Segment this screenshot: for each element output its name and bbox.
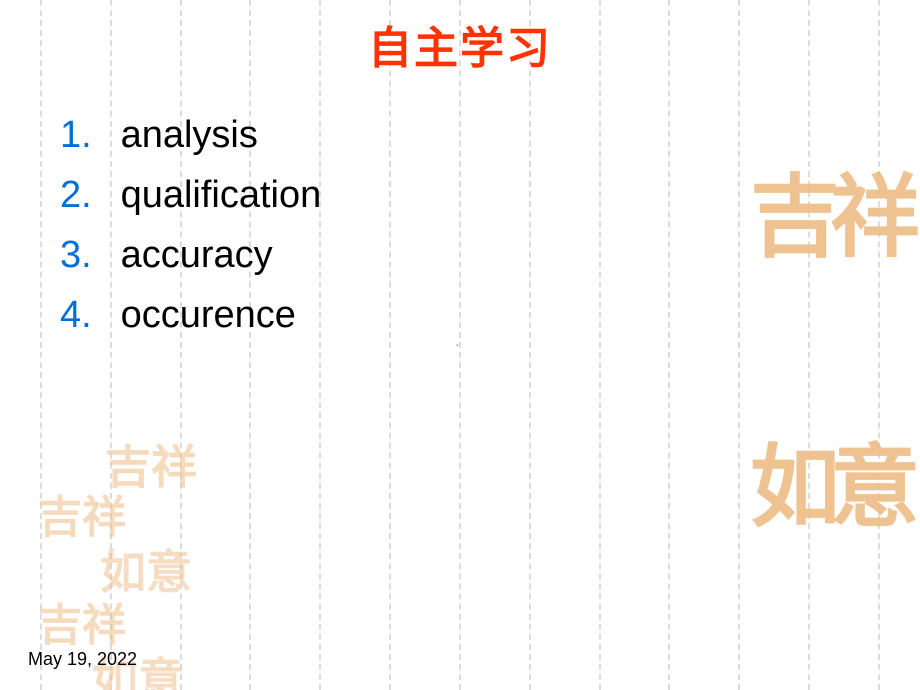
background-grid xyxy=(0,0,920,690)
vocab-list: 1. analysis 2. qualification 3. accuracy… xyxy=(60,105,321,345)
decorative-seal-small: 吉祥 xyxy=(38,408,126,584)
list-item: 1. analysis xyxy=(60,105,321,165)
list-item: 3. accuracy xyxy=(60,225,321,285)
list-number: 3. xyxy=(60,225,110,285)
seal-row: 如意 xyxy=(750,444,910,534)
list-text: occurence xyxy=(121,294,296,336)
seal-row: 吉祥 xyxy=(750,174,910,264)
decorative-seal-small: 如意 xyxy=(100,458,192,642)
list-item: 2. qualification xyxy=(60,165,321,225)
seal-row: 吉祥 xyxy=(38,496,126,540)
seal-row: 吉祥 xyxy=(105,445,197,491)
center-mark: · xyxy=(455,336,460,352)
list-number: 2. xyxy=(60,165,110,225)
decorative-seal-small: 如意 xyxy=(92,566,184,690)
seal-row: 吉祥 xyxy=(38,604,126,648)
list-number: 1. xyxy=(60,105,110,165)
list-text: analysis xyxy=(121,114,258,156)
decorative-seal-small: 吉祥 xyxy=(105,353,197,537)
seal-row: 如意 xyxy=(100,550,192,596)
footer-date: May 19, 2022 xyxy=(28,649,137,670)
list-text: accuracy xyxy=(121,234,273,276)
page-title: 自主学习 xyxy=(0,12,920,76)
list-text: qualification xyxy=(121,174,322,216)
list-number: 4. xyxy=(60,285,110,345)
decorative-seal-large: 吉祥 如意 xyxy=(750,0,910,624)
list-item: 4. occurence xyxy=(60,285,321,345)
